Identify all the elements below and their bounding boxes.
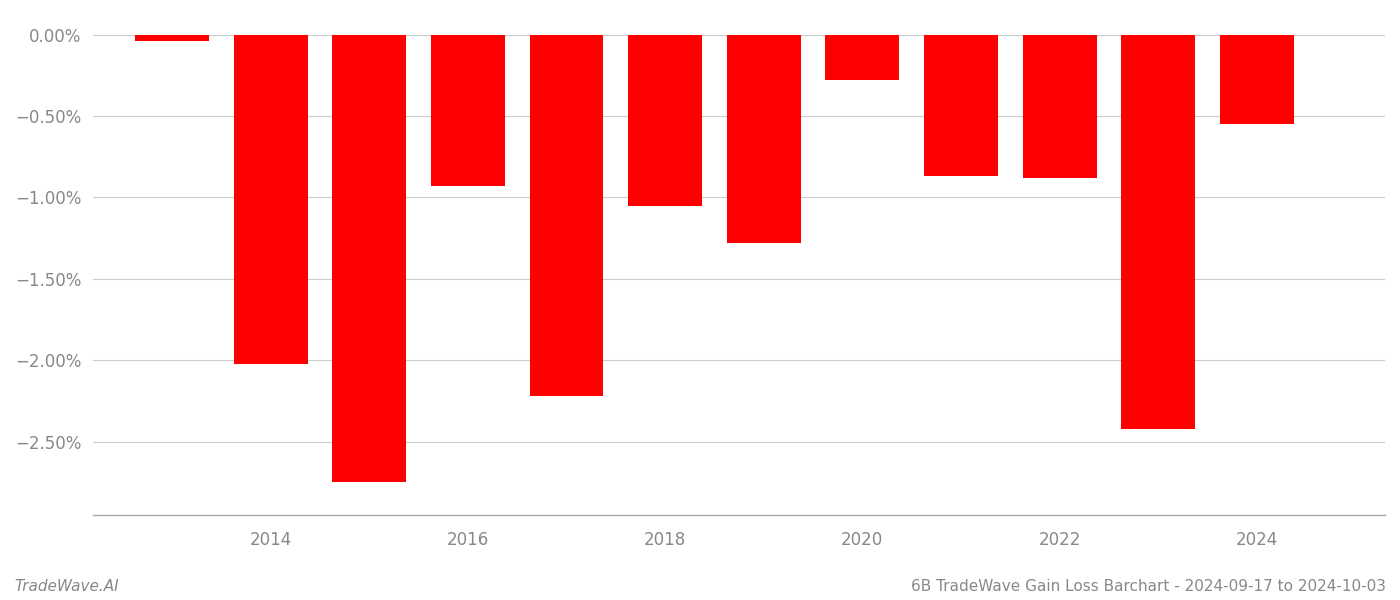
Bar — [1121, 35, 1196, 429]
Bar — [727, 35, 801, 243]
Bar — [1219, 35, 1294, 124]
Bar — [134, 35, 209, 41]
Bar — [529, 35, 603, 396]
Bar — [629, 35, 703, 206]
Bar — [924, 35, 998, 176]
Bar — [234, 35, 308, 364]
Bar — [1022, 35, 1096, 178]
Bar — [332, 35, 406, 482]
Bar — [826, 35, 899, 80]
Bar — [431, 35, 505, 186]
Text: 6B TradeWave Gain Loss Barchart - 2024-09-17 to 2024-10-03: 6B TradeWave Gain Loss Barchart - 2024-0… — [911, 579, 1386, 594]
Text: TradeWave.AI: TradeWave.AI — [14, 579, 119, 594]
